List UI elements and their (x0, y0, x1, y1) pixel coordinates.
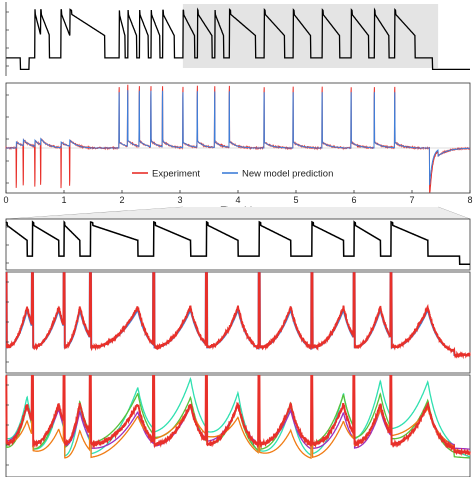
zoom-current-y-ticks (6, 281, 9, 363)
zoom-protocol-voltage-line (5, 220, 470, 265)
time-axis-ticks: 0 1 2 3 4 5 6 7 8 (3, 190, 473, 205)
legend: Experiment New model prediction (132, 169, 333, 180)
protocol-y-axis (5, 2, 9, 76)
panel-protocol (5, 2, 470, 76)
zoom-protocol-axes-box (5, 218, 471, 271)
time-tick-label: 2 (119, 195, 124, 205)
time-tick-label: 1 (61, 195, 66, 205)
zoom-protocol-y-ticks (6, 226, 9, 264)
zoom-alternatives-y-ticks (6, 384, 9, 466)
legend-model-label: New model prediction (242, 169, 333, 180)
full-current-y-ticks (6, 94, 9, 184)
alternative-model-line (5, 375, 471, 457)
time-tick-label: 3 (177, 195, 182, 205)
protocol-voltage-line (6, 7, 470, 71)
panel-zoom-alternatives (5, 374, 471, 477)
time-tick-label: 7 (409, 195, 414, 205)
full-current-axes-box (5, 82, 471, 194)
panel-zoom-current (5, 271, 471, 374)
zoom-experiment-current-line (5, 272, 471, 360)
time-tick-label: 8 (467, 195, 472, 205)
time-tick-label: 4 (235, 195, 240, 205)
legend-experiment-label: Experiment (152, 169, 200, 180)
model-current-line (6, 90, 470, 185)
time-tick-label: 6 (351, 195, 356, 205)
time-tick-label: 0 (3, 195, 8, 205)
zoom-model-current-line (5, 272, 470, 356)
zoom-connector-shade (6, 207, 470, 219)
alternative-model-lines (5, 375, 471, 460)
panel-zoom-protocol (5, 218, 471, 271)
experiment-current-line (5, 84, 471, 193)
time-tick-label: 5 (293, 195, 298, 205)
